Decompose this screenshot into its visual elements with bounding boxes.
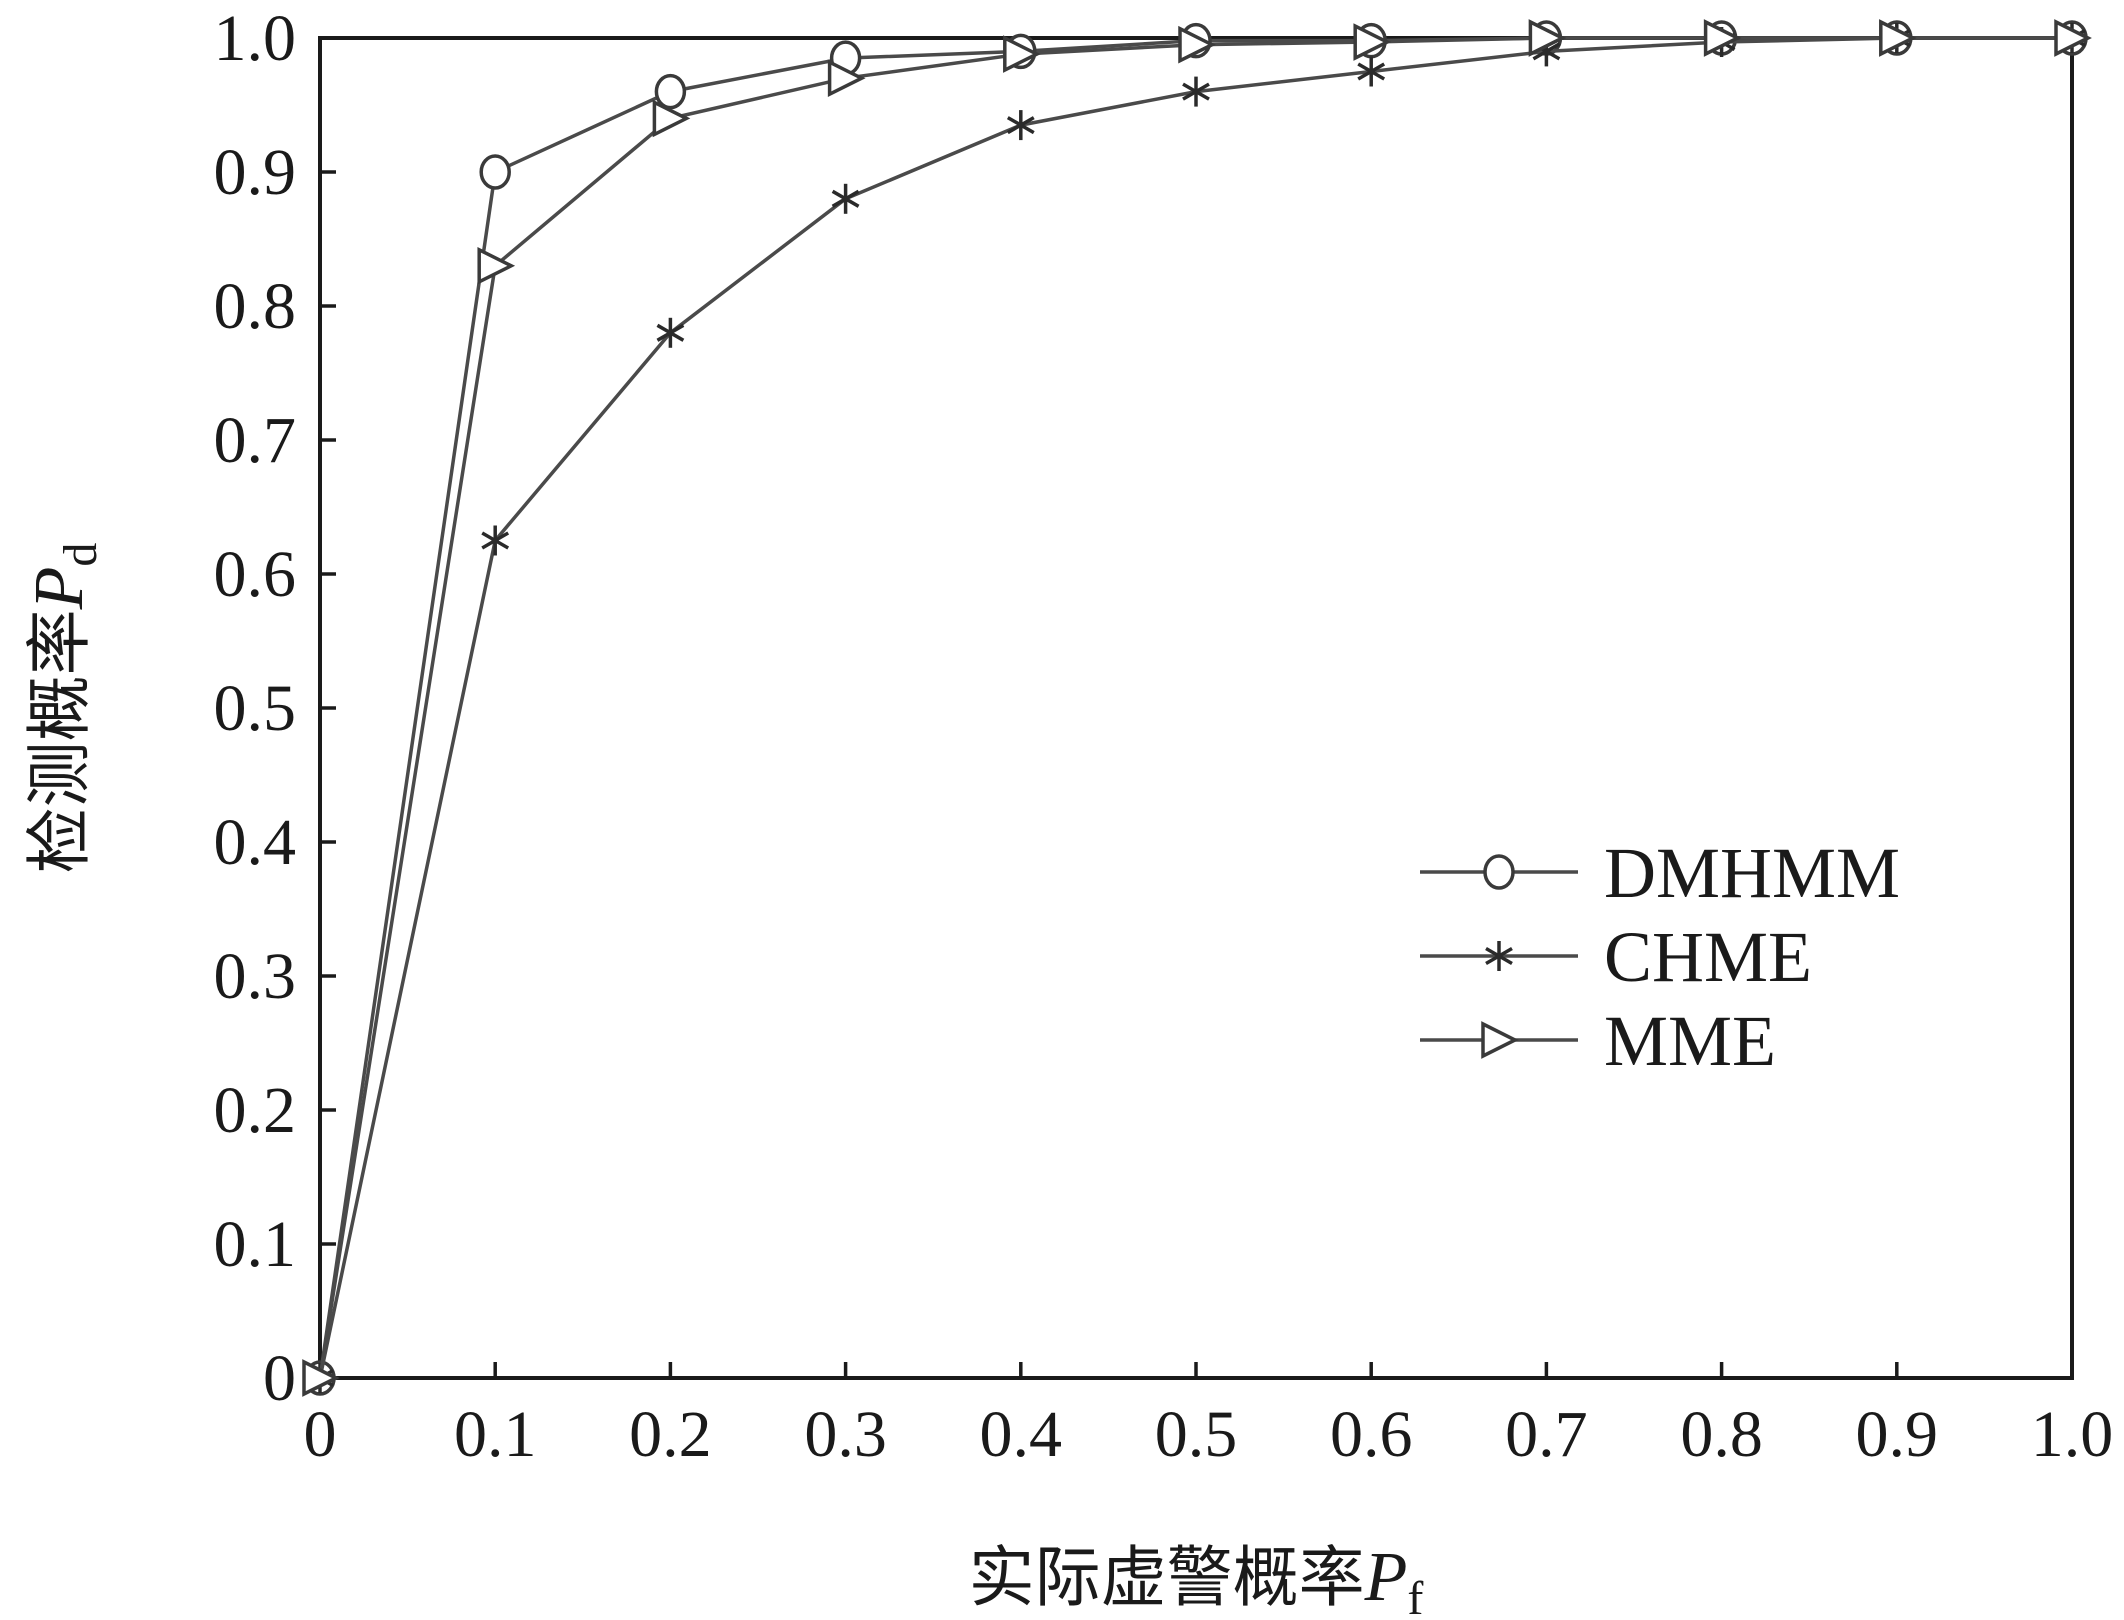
legend-marker xyxy=(1483,854,1515,890)
legend-marker xyxy=(1485,941,1513,971)
data-point-mme xyxy=(2054,19,2092,57)
plot-frame xyxy=(318,36,2074,1380)
y-tick-label: 0 xyxy=(263,1342,296,1415)
data-point-chme xyxy=(1357,56,1386,87)
data-point-mme xyxy=(1353,23,1392,61)
legend-label: DMHMM xyxy=(1604,833,1900,913)
data-point-mme xyxy=(1703,19,1742,57)
y-tick-label: 0.7 xyxy=(214,404,297,477)
series-dmhmm xyxy=(304,20,2088,1396)
legend-item-dmhmm: DMHMM xyxy=(1420,833,1900,913)
x-tick-label: 0.1 xyxy=(454,1398,537,1471)
legend-label: MME xyxy=(1604,1001,1776,1081)
legend-label: CHME xyxy=(1604,917,1812,997)
y-tick-label: 0.3 xyxy=(214,940,297,1013)
data-point-chme xyxy=(481,525,510,556)
data-point-mme xyxy=(1528,19,1567,57)
y-axis: 0 0.1 0.2 0.3 0.4 0.5 0.6 0.7 0.8 0.9 1.0 xyxy=(214,2,336,1415)
data-point-chme xyxy=(1182,76,1210,107)
x-axis: 0 0.1 0.2 0.3 0.4 0.5 0.6 0.7 0.8 0.9 1.0 xyxy=(304,1362,2114,1471)
x-tick-label: 0.6 xyxy=(1330,1398,1413,1471)
legend-marker xyxy=(1481,1021,1519,1059)
series-layer xyxy=(302,19,2092,1397)
x-axis-title: 实际虚警概率Pf xyxy=(969,1539,1424,1620)
data-point-mme xyxy=(1879,19,1917,57)
x-tick-label: 0.3 xyxy=(804,1398,887,1471)
x-tick-label: 0.5 xyxy=(1155,1398,1238,1471)
x-tick-label: 0.2 xyxy=(629,1398,712,1471)
series-line-chme xyxy=(318,36,2072,1379)
y-tick-label: 0.5 xyxy=(214,672,297,745)
x-tick-label: 0.8 xyxy=(1680,1398,1763,1471)
data-point-mme xyxy=(827,59,866,98)
series-chme xyxy=(306,23,2086,1393)
x-tick-label: 0.9 xyxy=(1856,1398,1939,1471)
x-tick-label: 0 xyxy=(304,1398,337,1471)
data-point-mme xyxy=(1003,35,1041,73)
y-tick-label: 0.4 xyxy=(214,806,297,879)
x-tick-label: 0.7 xyxy=(1505,1398,1588,1471)
y-tick-label: 0.8 xyxy=(214,270,297,343)
data-point-chme xyxy=(656,317,685,348)
series-mme xyxy=(302,19,2092,1397)
y-tick-label: 0.9 xyxy=(214,136,297,209)
data-point-mme xyxy=(477,246,516,285)
y-tick-label: 1.0 xyxy=(214,2,297,75)
data-point-dmhmm xyxy=(479,154,511,190)
y-tick-label: 0.6 xyxy=(214,538,297,611)
series-line-mme xyxy=(318,36,2072,1379)
data-point-mme xyxy=(1178,25,1216,64)
x-tick-label: 0.4 xyxy=(980,1398,1063,1471)
data-point-dmhmm xyxy=(654,73,687,110)
y-axis-title: 检测概率Pd xyxy=(21,543,107,874)
data-point-chme xyxy=(1006,110,1035,141)
y-tick-label: 0.2 xyxy=(214,1074,297,1147)
y-tick-label: 0.1 xyxy=(214,1208,297,1281)
legend-item-mme: MME xyxy=(1420,1001,1776,1081)
data-point-mme xyxy=(302,1359,340,1397)
data-point-chme xyxy=(831,183,860,214)
series-line-dmhmm xyxy=(318,36,2072,1379)
legend-item-chme: CHME xyxy=(1420,917,1812,997)
data-point-mme xyxy=(652,99,691,138)
x-tick-label: 1.0 xyxy=(2031,1398,2114,1471)
